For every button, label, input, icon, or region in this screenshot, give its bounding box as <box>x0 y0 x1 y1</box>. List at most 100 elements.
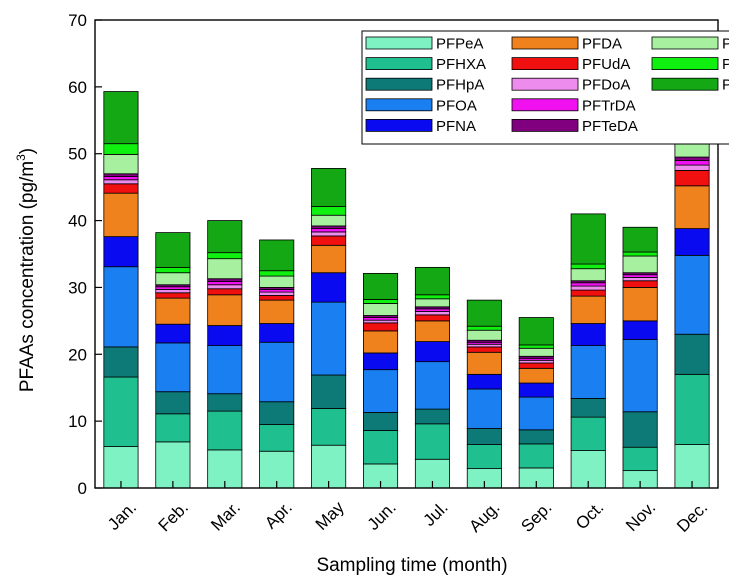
bar-segment <box>570 213 606 265</box>
bar-segment <box>622 287 658 322</box>
legend-label: PFUdA <box>582 56 630 73</box>
bar-segment <box>414 423 450 460</box>
legend-swatch <box>511 36 579 50</box>
x-tick-label: Jun. <box>364 498 400 534</box>
bar-segment <box>363 299 399 304</box>
bar-segment <box>207 410 243 451</box>
bar-segment <box>363 369 399 413</box>
bar-segment <box>207 345 243 395</box>
bar-segment <box>570 285 606 291</box>
x-axis: Jan. Feb. Mar. Apr. May Jun. Jul. Aug. Sep. Oct. N… <box>104 481 711 536</box>
bar-segment <box>622 276 658 282</box>
bar-segment <box>103 173 139 177</box>
x-tick-label: Nov. <box>622 498 659 535</box>
y-tick-label: 40 <box>68 212 87 231</box>
bar-segment <box>155 441 191 489</box>
y-tick-label: 50 <box>68 145 87 164</box>
bar-segment <box>155 292 191 299</box>
bar-segment <box>155 342 191 393</box>
x-tick-label: Jul. <box>420 498 452 530</box>
y-tick-label: 20 <box>68 345 87 364</box>
bar-segment <box>103 376 139 447</box>
bar-segment <box>466 346 502 353</box>
bar-segment <box>414 298 450 308</box>
bar-segment <box>674 228 710 256</box>
x-tick-label: Apr. <box>261 498 296 533</box>
legend-label: PFPeA <box>436 36 484 53</box>
bar-segment <box>466 325 502 331</box>
bar-segment <box>570 398 606 418</box>
bar-segment <box>518 382 554 398</box>
bar-segment <box>155 232 191 268</box>
legend-swatch <box>511 119 579 132</box>
bar-segment <box>207 288 243 296</box>
bar-segment <box>311 374 347 409</box>
bar-segment <box>570 263 606 270</box>
bar-segment <box>103 346 139 378</box>
bar-segment <box>363 317 399 321</box>
bar-segment <box>363 322 399 332</box>
legend-swatch <box>365 77 433 91</box>
legend-swatch <box>651 36 719 50</box>
bar-segment <box>414 408 450 425</box>
bar-segment <box>414 341 450 363</box>
bar-segment <box>674 333 710 375</box>
bar-segment <box>570 282 606 287</box>
plot-frame <box>94 19 719 489</box>
y-axis: 0 10 20 30 40 50 60 70 <box>68 11 102 498</box>
x-tick-label: May <box>312 497 348 533</box>
bar-segment <box>103 266 139 348</box>
bar-segment <box>103 179 139 185</box>
legend-label: PFTrDA <box>582 97 636 114</box>
legend-label: PFHpA <box>436 77 484 94</box>
x-tick-label: Dec. <box>673 498 711 536</box>
bar-segment <box>207 252 243 260</box>
bar-segment <box>363 319 399 324</box>
bar-segment <box>103 153 139 175</box>
bar-segment <box>155 286 191 290</box>
bar-segment <box>311 408 347 446</box>
y-tick-label: 30 <box>68 278 87 297</box>
legend-swatch <box>651 77 719 91</box>
bar-segment <box>518 429 554 445</box>
legend: PFPeA PFHXA PFHpA PFOA PFNA PFDA PFUdA PFDoA PFT… <box>361 30 729 145</box>
bar-segment <box>414 361 450 410</box>
bar-segment <box>622 280 658 288</box>
bar-segment <box>311 244 347 274</box>
bar-segment <box>414 308 450 312</box>
bar-segment <box>466 388 502 429</box>
bar-segment <box>518 396 554 431</box>
y-tick-label: 60 <box>68 78 87 97</box>
bar-segment <box>622 446 658 472</box>
bar-segment <box>674 185 710 229</box>
x-tick-label: Sep. <box>517 498 555 536</box>
bar-segment <box>363 330 399 354</box>
bar-segment <box>674 254 710 335</box>
legend-label: PFBS <box>722 36 729 53</box>
bar-segment <box>103 176 139 181</box>
bar-segment <box>674 170 710 187</box>
bar-segment <box>466 373 502 390</box>
bar-segment <box>622 320 658 340</box>
x-tick-label: Aug. <box>465 498 503 536</box>
bar-segment <box>674 156 710 161</box>
y-tick-label: 10 <box>68 412 87 431</box>
bar-segment <box>466 343 502 348</box>
bar-segment <box>570 416 606 451</box>
bar-segment <box>414 266 450 296</box>
bar-segment <box>622 226 658 253</box>
bar-segment <box>103 143 139 155</box>
x-tick-label: Oct. <box>572 498 607 533</box>
bar-segment <box>311 231 347 237</box>
bar-segment <box>259 275 295 288</box>
bar-segment <box>155 323 191 344</box>
bar-segment <box>363 303 399 316</box>
bar-segment <box>518 367 554 384</box>
bar-segment <box>207 294 243 326</box>
bar-segment <box>363 412 399 431</box>
legend-label: PFOS <box>722 77 729 94</box>
legend-swatch <box>511 57 579 70</box>
bar-segment <box>155 297 191 325</box>
bar-segment <box>207 220 243 254</box>
